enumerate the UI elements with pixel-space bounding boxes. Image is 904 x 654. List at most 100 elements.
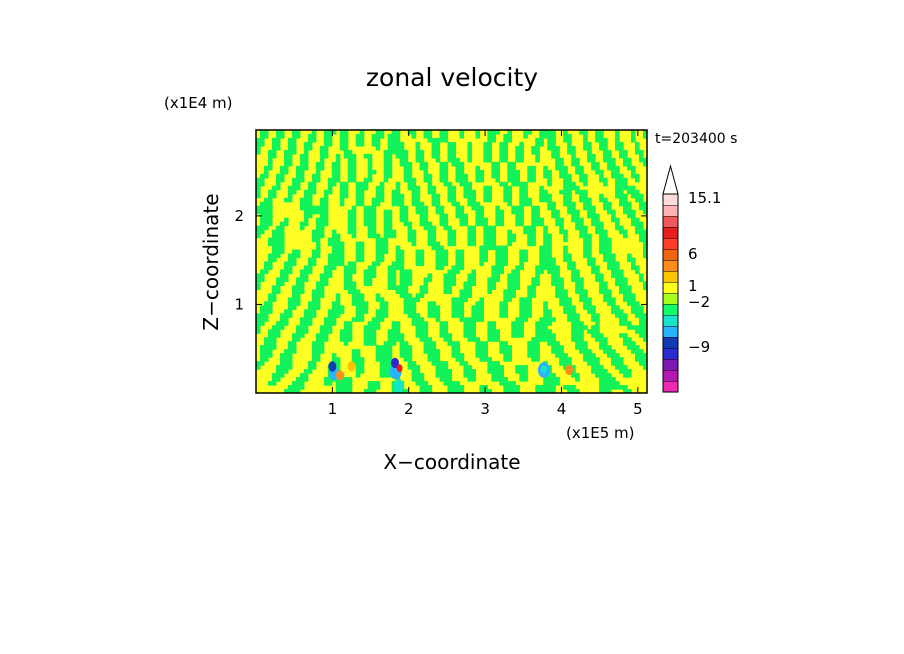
field-cell xyxy=(419,161,425,167)
field-cell xyxy=(371,341,377,346)
field-cell xyxy=(259,133,265,139)
field-cell xyxy=(271,229,277,235)
field-cell xyxy=(623,277,628,283)
field-cell xyxy=(475,201,481,207)
field-cell xyxy=(351,353,357,358)
field-cell xyxy=(347,161,353,167)
field-cell xyxy=(387,349,393,354)
field-cell xyxy=(331,313,337,318)
field-cell xyxy=(539,325,544,330)
field-cell xyxy=(423,285,429,290)
field-cell xyxy=(259,361,265,366)
field-cell xyxy=(399,205,405,211)
field-cell xyxy=(303,157,309,163)
field-cell xyxy=(259,141,265,147)
field-cell xyxy=(615,145,620,151)
field-cell xyxy=(543,337,548,342)
field-cell xyxy=(619,153,624,159)
field-cell xyxy=(371,337,377,342)
field-cell xyxy=(259,353,265,358)
field-cell xyxy=(267,149,273,155)
field-cell xyxy=(399,349,405,354)
field-cell xyxy=(283,157,289,163)
field-cell xyxy=(519,149,524,155)
field-cell xyxy=(635,269,640,275)
field-cell xyxy=(331,261,337,267)
field-cell xyxy=(447,153,453,159)
field-cell xyxy=(287,189,293,195)
field-cell xyxy=(411,317,417,322)
field-cell xyxy=(567,149,572,155)
field-cell xyxy=(443,173,449,179)
field-cell xyxy=(347,333,353,338)
field-cell xyxy=(291,137,297,143)
field-cell xyxy=(423,333,429,338)
field-cell xyxy=(427,337,433,342)
field-cell xyxy=(271,345,277,350)
field-cell xyxy=(611,269,616,275)
field-cell xyxy=(627,205,632,211)
field-cell xyxy=(339,385,345,390)
field-cell xyxy=(256,277,261,283)
field-cell xyxy=(635,225,640,231)
field-cell xyxy=(283,361,289,366)
field-cell xyxy=(279,225,285,231)
field-cell xyxy=(303,201,309,207)
field-cell xyxy=(431,185,437,191)
field-cell xyxy=(395,253,401,259)
field-cell xyxy=(535,209,540,215)
field-cell xyxy=(295,185,301,191)
field-cell xyxy=(387,269,393,275)
field-cell xyxy=(387,221,393,227)
field-cell xyxy=(643,157,647,163)
field-cell xyxy=(487,233,492,239)
field-cell xyxy=(319,213,325,219)
field-cell xyxy=(527,241,532,247)
field-cell xyxy=(319,157,325,163)
field-cell xyxy=(499,373,504,378)
field-cell xyxy=(571,325,576,330)
field-cell xyxy=(479,173,485,179)
field-cell xyxy=(271,377,277,382)
field-cell xyxy=(591,357,596,362)
field-cell xyxy=(643,133,647,139)
field-cell xyxy=(383,217,389,223)
field-cell xyxy=(479,209,485,215)
field-cell xyxy=(603,385,608,390)
field-cell xyxy=(471,377,477,382)
field-cell xyxy=(379,133,385,139)
field-cell xyxy=(627,341,632,346)
field-cell xyxy=(291,130,297,135)
field-cell xyxy=(291,385,297,390)
field-cell xyxy=(379,301,385,306)
field-cell xyxy=(275,141,281,147)
field-cell xyxy=(539,249,544,255)
field-cell xyxy=(359,245,365,251)
field-cell xyxy=(303,273,309,279)
field-cell xyxy=(343,145,349,151)
field-cell xyxy=(383,361,389,366)
field-cell xyxy=(339,305,345,310)
field-cell xyxy=(623,229,628,235)
field-cell xyxy=(527,301,532,306)
field-cell xyxy=(567,197,572,203)
field-cell xyxy=(595,357,600,362)
field-cell xyxy=(379,189,385,195)
field-cell xyxy=(423,277,429,283)
field-cell xyxy=(347,213,353,219)
field-cell xyxy=(319,161,325,167)
field-cell xyxy=(339,189,345,195)
field-cell xyxy=(471,189,477,195)
field-cell xyxy=(423,165,429,171)
field-cell xyxy=(495,165,500,171)
field-cell xyxy=(519,325,524,330)
field-cell xyxy=(583,297,588,302)
field-cell xyxy=(399,209,405,215)
field-cell xyxy=(403,153,409,159)
field-cell xyxy=(311,345,317,350)
field-cell xyxy=(443,221,449,227)
field-cell xyxy=(551,149,556,155)
field-cell xyxy=(639,353,644,358)
field-cell xyxy=(323,273,329,279)
field-cell xyxy=(527,313,532,318)
